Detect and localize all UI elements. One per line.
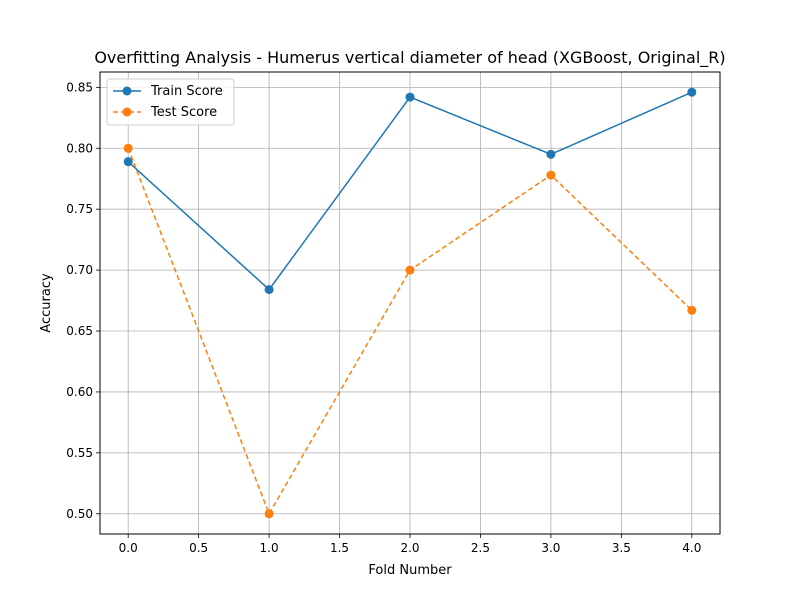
y-tick-label: 0.50 — [66, 507, 93, 521]
chart-title: Overfitting Analysis - Humerus vertical … — [94, 48, 725, 68]
data-series — [123, 87, 697, 519]
test-score-point — [687, 305, 697, 315]
y-tick-label: 0.65 — [66, 324, 93, 338]
y-axis-ticks: 0.50 0.55 0.60 0.65 0.70 0.75 0.80 0.85 — [66, 80, 100, 521]
x-tick-label: 4.0 — [682, 541, 701, 555]
legend: Train Score Test Score — [106, 78, 235, 126]
x-tick-label: 1.5 — [330, 541, 349, 555]
test-score-point — [264, 509, 274, 519]
legend-train-marker — [122, 86, 132, 96]
y-tick-label: 0.55 — [66, 446, 93, 460]
test-score-point — [546, 170, 556, 180]
train-score-point — [264, 285, 274, 295]
x-tick-label: 3.0 — [541, 541, 560, 555]
x-tick-label: 2.5 — [471, 541, 490, 555]
x-tick-label: 3.5 — [612, 541, 631, 555]
train-score-point — [405, 92, 415, 102]
legend-test-label: Test Score — [150, 105, 217, 120]
test-score-point — [405, 265, 415, 275]
test-score-point — [123, 143, 133, 153]
x-tick-label: 1.0 — [260, 541, 279, 555]
y-tick-label: 0.60 — [66, 385, 93, 399]
y-tick-label: 0.70 — [66, 263, 93, 277]
train-score-point — [123, 157, 133, 167]
x-tick-label: 0.5 — [189, 541, 208, 555]
x-axis-ticks: 0.0 0.5 1.0 1.5 2.0 2.5 3.0 3.5 4.0 — [119, 534, 701, 555]
legend-test-marker — [122, 107, 132, 117]
y-tick-label: 0.75 — [66, 202, 93, 216]
x-tick-label: 0.0 — [119, 541, 138, 555]
train-score-point — [546, 149, 556, 159]
x-tick-label: 2.0 — [400, 541, 419, 555]
legend-train-label: Train Score — [150, 84, 223, 99]
train-score-point — [687, 87, 697, 97]
y-tick-label: 0.85 — [66, 80, 93, 94]
x-axis-label: Fold Number — [368, 563, 452, 578]
y-axis-label: Accuracy — [39, 273, 54, 333]
y-tick-label: 0.80 — [66, 141, 93, 155]
